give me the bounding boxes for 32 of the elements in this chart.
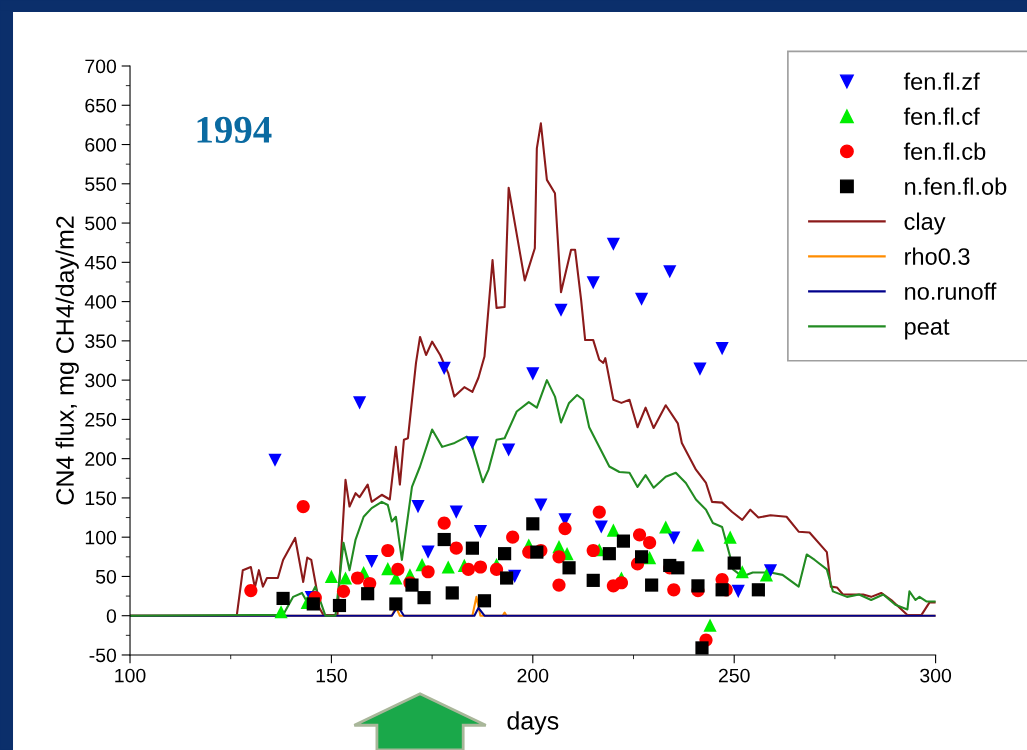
y-tick-label: 500	[85, 216, 117, 231]
annotation: 1994	[197, 116, 272, 143]
x-tick-label: 200	[517, 668, 549, 683]
y-tick-label: 650	[85, 98, 117, 113]
legend-label: clay	[904, 212, 946, 235]
x-tick-label: 300	[920, 668, 952, 683]
y-tick-label: 0	[106, 609, 117, 623]
y-tick-label: 700	[85, 59, 117, 74]
x-axis-title: days	[507, 711, 559, 735]
legend-label: fen.fl.cb	[903, 142, 986, 160]
y-tick-label: 450	[84, 255, 117, 270]
y-tick-label: 50	[95, 569, 117, 584]
y-tick-label: 400	[84, 295, 117, 309]
x-tick-label: 150	[316, 668, 347, 683]
y-tick-label: 600	[85, 138, 117, 152]
y-tick-label: 300	[85, 373, 117, 388]
y-tick-label: 150	[85, 491, 117, 506]
y-tick-label: 200	[85, 452, 117, 466]
legend-label: no.runoff	[905, 282, 997, 300]
legend-label: fen.fl.cf	[903, 107, 980, 125]
legend-label: rho0.3	[905, 247, 970, 265]
y-tick-label: 350	[85, 334, 117, 349]
y-tick-label: 250	[85, 412, 117, 427]
legend-label: peat	[905, 319, 950, 340]
y-axis-title: CN4 flux, mg CH4/day/m2	[55, 216, 79, 505]
y-tick-label: 100	[85, 530, 117, 545]
x-tick-label: 250	[718, 668, 750, 683]
y-tick-label: -50	[89, 648, 117, 663]
x-tick-label: 100	[115, 668, 146, 683]
y-tick-label: 550	[85, 177, 117, 192]
legend-label: fen.fl.zf	[903, 72, 980, 90]
legend-label: n.fen.fl.ob	[905, 177, 1007, 195]
